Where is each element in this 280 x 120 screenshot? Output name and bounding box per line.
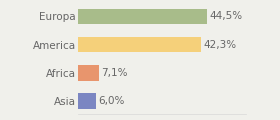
Text: 6,0%: 6,0% [98,96,125,106]
Bar [78,93,96,109]
Text: 42,3%: 42,3% [203,40,236,50]
Bar [78,9,207,24]
Text: 7,1%: 7,1% [101,68,128,78]
Bar [78,65,99,81]
Bar [78,37,201,52]
Text: 44,5%: 44,5% [210,11,243,21]
